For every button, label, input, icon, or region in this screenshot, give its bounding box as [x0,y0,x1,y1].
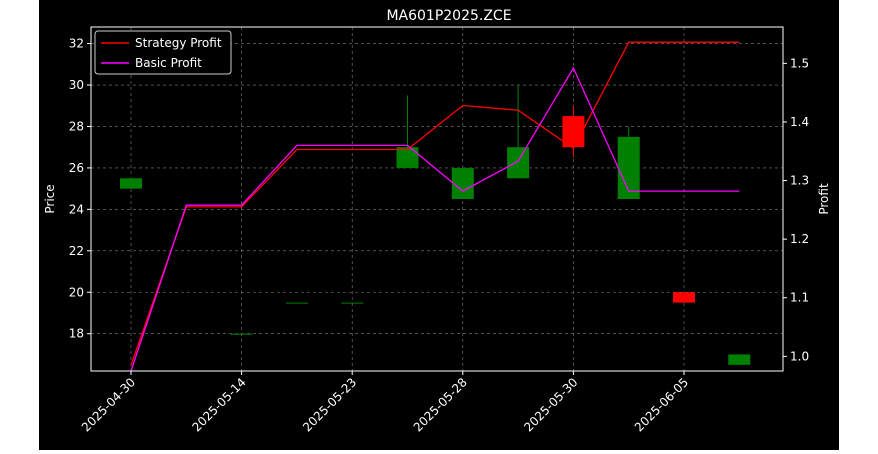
candle-body-3 [285,302,308,304]
candle-body-8 [562,116,585,148]
y-tick-label-18: 18 [69,327,84,341]
candle-body-5 [396,147,419,168]
y2-tick-label-1.3: 1.3 [790,174,809,188]
series-line-0 [130,41,740,366]
y2-axis-label: Profit [817,183,831,215]
legend-label-basic-profit: Basic Profit [135,56,202,70]
y2-tick-label-1.4: 1.4 [790,115,809,129]
plot-frame [90,26,784,372]
y-tick-label-28: 28 [69,119,84,133]
candle-body-7 [507,147,530,179]
x-tick-label-4: 2025-05-30 [521,375,580,434]
y2-tick-label-1.5: 1.5 [790,56,809,70]
legend: Strategy Profit Basic Profit [94,30,232,75]
series-line-1 [130,66,740,372]
candle-body-6 [451,167,474,199]
y2-tick-label-1.1: 1.1 [790,291,809,305]
y2-tick-label-1: 1.0 [790,349,809,363]
candle-body-0 [120,178,142,189]
y-tick-label-24: 24 [69,202,84,216]
chart-figure: MA601P2025.ZCE 18 20 22 24 26 28 30 32 2025-04-3… [39,0,839,450]
y-tick-label-32: 32 [69,37,84,51]
chart-title: MA601P2025.ZCE [386,8,511,24]
y-axis-label: Price [43,184,57,213]
candle-layer [120,85,751,365]
candle-body-2 [230,333,253,335]
x-tick-label-2: 2025-05-23 [300,375,359,434]
y-tick-label-26: 26 [69,161,84,175]
y-tick-label-20: 20 [69,285,84,299]
y2-tick-label-1.2: 1.2 [790,232,809,246]
axis-layer: 18 20 22 24 26 28 30 32 2025-04-30 2025-05-14 2025… [69,37,809,435]
candle-body-4 [341,302,364,304]
candle-body-10 [673,292,695,303]
chart-svg: MA601P2025.ZCE 18 20 22 24 26 28 30 32 2025-04-3… [43,8,831,435]
line-layer [130,41,740,372]
legend-label-strategy-profit: Strategy Profit [135,36,222,50]
y-tick-label-30: 30 [69,78,84,92]
candle-body-9 [617,136,640,199]
x-tick-label-3: 2025-05-28 [411,375,470,434]
grid-layer [91,27,783,371]
x-tick-label-1: 2025-05-14 [190,375,249,434]
x-tick-label-0: 2025-04-30 [79,375,138,434]
x-tick-label-5: 2025-06-05 [632,375,691,434]
candle-body-11 [728,354,751,365]
y-tick-label-22: 22 [69,244,84,258]
